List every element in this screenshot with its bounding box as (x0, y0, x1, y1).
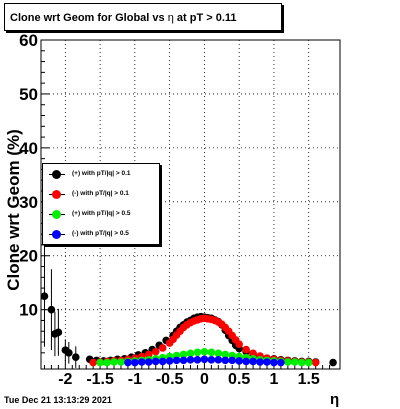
data-point (221, 356, 230, 365)
data-point (117, 358, 125, 366)
legend-label: (-) with pT/|q| > 0.1 (72, 190, 129, 197)
data-point (172, 356, 181, 365)
legend-marker (52, 230, 61, 239)
data-point (124, 358, 132, 367)
x-tick-label: 1.5 (298, 371, 320, 388)
legend-label: (+) with pT/|q| > 0.5 (72, 210, 131, 217)
data-point (65, 349, 73, 357)
data-point (103, 358, 111, 367)
chart-title: Clone wrt Geom for Global vs η at pT > 0… (4, 3, 282, 31)
data-point (200, 355, 209, 364)
data-point (242, 345, 250, 354)
data-point (158, 344, 167, 352)
x-tick-label: 0 (200, 371, 209, 388)
x-axis-label: η (330, 391, 340, 408)
x-tick-label: -1.5 (86, 371, 114, 388)
tick-labels: -2 -1.5 -1 -0.5 0 0.5 1 1.5 10 20 30 40 50 60 (19, 31, 320, 388)
data-point (207, 356, 216, 364)
data-point (277, 358, 285, 367)
data-point (297, 358, 306, 367)
y-tick-label: 30 (19, 193, 38, 212)
x-tick-label: -2 (58, 371, 72, 388)
data-point (249, 357, 257, 366)
data-point (138, 358, 146, 366)
data-point (54, 328, 63, 337)
data-point (214, 349, 223, 358)
data-point (47, 305, 56, 314)
data-point (131, 358, 139, 367)
legend-marker (52, 170, 61, 179)
x-tick-label: 0.5 (228, 371, 250, 388)
y-tick-label: 50 (19, 85, 38, 104)
title-prefix: Clone wrt Geom for Global vs (10, 12, 165, 24)
data-point (186, 349, 195, 358)
data-point (291, 358, 299, 366)
data-point (263, 358, 271, 366)
data-point (221, 350, 230, 359)
data-point (89, 358, 97, 367)
data-point (304, 358, 313, 367)
y-axis-label: Clone wrt Geom (%) (4, 129, 23, 291)
data-point (193, 348, 202, 357)
data-point (151, 357, 160, 366)
legend-marker (52, 190, 61, 199)
legend: (+) with pT/|q| > 0.1 (-) with pT/|q| > … (42, 163, 160, 245)
data-point (186, 356, 195, 364)
y-tick-label: 40 (19, 139, 38, 158)
data-point (284, 358, 292, 366)
data-point (71, 353, 80, 361)
data-point (242, 357, 250, 366)
data-point (151, 347, 160, 356)
data-point (214, 356, 223, 364)
title-suffix: at pT > 0.11 (176, 12, 237, 24)
date-stamp: Tue Dec 21 13:13:29 2021 (4, 395, 112, 405)
legend-entry-minus-01: (-) with pT/|q| > 0.1 (43, 185, 159, 205)
data-point (270, 358, 278, 367)
legend-marker (52, 210, 61, 219)
legend-entry-plus-05: (+) with pT/|q| > 0.5 (43, 205, 159, 225)
data-point (207, 348, 216, 357)
data-point (256, 358, 264, 366)
x-tick-label: -1 (128, 371, 142, 388)
data-point (165, 357, 174, 365)
legend-label: (+) with pT/|q| > 0.1 (72, 170, 131, 177)
data-point (228, 356, 237, 365)
x-tick-label: -0.5 (156, 371, 184, 388)
data-point (235, 357, 243, 365)
data-point (96, 358, 104, 367)
data-point (158, 357, 167, 366)
y-tick-label: 60 (19, 31, 38, 50)
data-point (329, 358, 337, 367)
legend-label: (-) with pT/|q| > 0.5 (72, 230, 129, 237)
y-tick-label: 20 (19, 247, 38, 266)
data-point (179, 356, 188, 365)
title-symbol: η (167, 12, 174, 24)
data-point (144, 358, 153, 366)
data-point (40, 292, 49, 300)
data-point (311, 358, 320, 367)
legend-entry-plus-01: (+) with pT/|q| > 0.1 (43, 165, 159, 185)
data-point (200, 347, 209, 356)
y-tick-label: 10 (19, 301, 38, 320)
x-tick-label: 1 (269, 371, 278, 388)
data-point (193, 356, 202, 364)
legend-entry-minus-05: (-) with pT/|q| > 0.5 (43, 225, 159, 245)
data-point (249, 349, 257, 358)
data-point (179, 350, 188, 359)
data-point (235, 340, 243, 348)
data-point (110, 358, 118, 366)
data-point (144, 350, 153, 359)
data-points (40, 292, 337, 367)
